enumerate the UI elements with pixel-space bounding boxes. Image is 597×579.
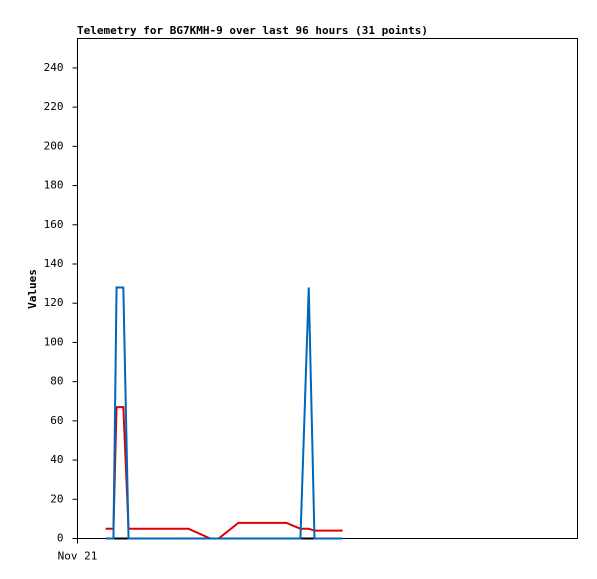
y-tick-label: 140: [44, 257, 64, 270]
y-tick-label: 80: [50, 375, 63, 388]
y-tick-label: 160: [44, 218, 64, 231]
x-tick-label: Nov 21: [58, 550, 98, 563]
plot-frame: [77, 38, 578, 539]
series-line: [105, 286, 343, 540]
y-tick-label: 100: [44, 335, 64, 348]
y-tick-label: 0: [57, 532, 64, 545]
y-tick-label: 40: [50, 453, 63, 466]
y-tick-label: 120: [44, 296, 64, 309]
y-tick-label: 200: [44, 139, 64, 152]
chart-title: Telemetry for BG7KMH-9 over last 96 hour…: [77, 24, 428, 37]
y-tick-label: 180: [44, 179, 64, 192]
y-axis-label: Values: [26, 269, 39, 309]
y-tick-label: 20: [50, 492, 63, 505]
series-line: [105, 406, 343, 540]
y-tick-label: 220: [44, 100, 64, 113]
y-tick-label: 60: [50, 414, 63, 427]
y-tick-label: 240: [44, 61, 64, 74]
